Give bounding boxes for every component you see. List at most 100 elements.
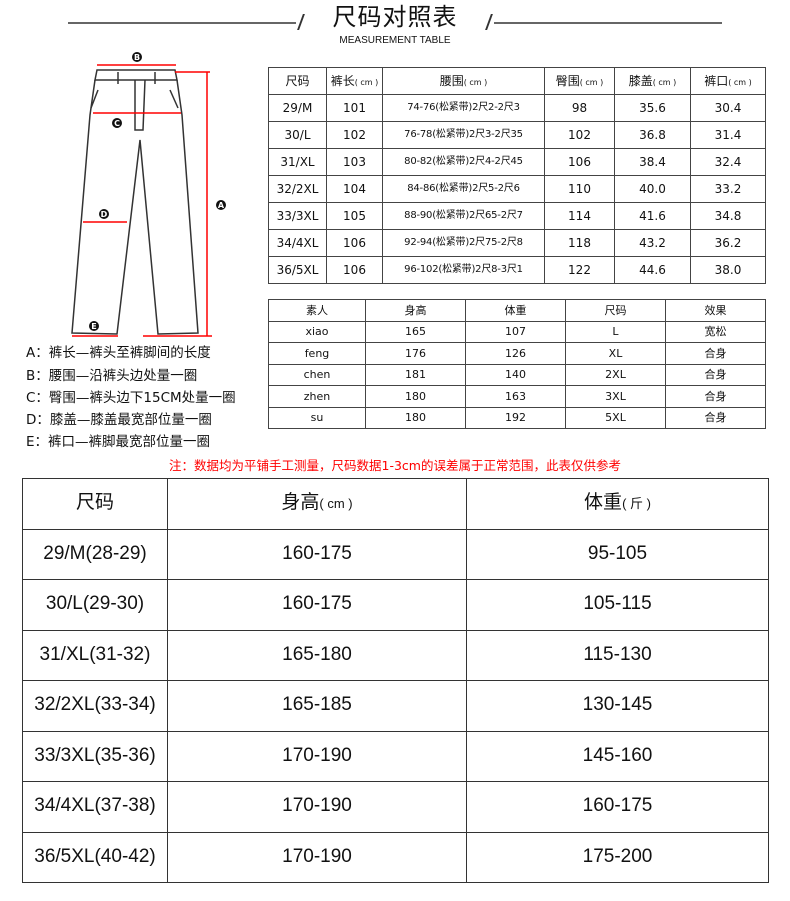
table-cell: 181 [365, 363, 466, 386]
legend-e: E：裤口—裤脚最宽部位量一圈 [26, 434, 211, 450]
table-cell: 35.6 [614, 94, 691, 122]
table-cell: 合身 [665, 363, 766, 386]
legend-c: C：臀围—裤头边下15CM处量一圈 [26, 390, 236, 406]
table-cell: 31.4 [690, 121, 766, 149]
header-label: 体重 [584, 492, 623, 514]
header-label: 体重 [504, 303, 527, 317]
header-label: 效果 [704, 303, 727, 317]
column-header: 裤长( cm ) [326, 67, 383, 95]
pants-outline-icon [71, 69, 199, 335]
column-header: 臀围( cm ) [544, 67, 615, 95]
table-cell: 5XL [565, 406, 666, 429]
table-cell: 30.4 [690, 94, 766, 122]
table-row: xiao 165 107 L 宽松 [268, 320, 766, 343]
table-cell: 115-130 [466, 629, 769, 681]
table-cell: 103 [326, 148, 383, 176]
table-cell: 170-190 [167, 730, 467, 782]
column-header: 膝盖( cm ) [614, 67, 691, 95]
table-cell: 106 [326, 256, 383, 284]
column-header: 效果 [665, 299, 766, 322]
table-row: 36/5XL(40-42) 170-190 175-200 [22, 831, 769, 883]
table-cell: 33/3XL [268, 202, 327, 230]
table-cell: 140 [465, 363, 566, 386]
table-cell: xiao [268, 320, 366, 343]
page-subtitle: MEASUREMENT TABLE [339, 35, 451, 46]
table-cell: 165-185 [167, 680, 467, 732]
marker-d-icon: D [99, 209, 109, 219]
title-rule-left [68, 22, 296, 24]
table-cell: 3XL [565, 385, 666, 408]
table-cell: 合身 [665, 342, 766, 365]
table-cell: L [565, 320, 666, 343]
table-cell: 41.6 [614, 202, 691, 230]
table-cell: 165 [365, 320, 466, 343]
table-cell: 145-160 [466, 730, 769, 782]
table-cell: 102 [326, 121, 383, 149]
measure-lines [72, 64, 212, 337]
header-label: 臀围 [555, 73, 580, 88]
table-cell: 74-76(松紧带)2尺2-2尺3 [382, 94, 545, 122]
column-header: 身高 [365, 299, 466, 322]
table-cell: zhen [268, 385, 366, 408]
svg-text:B: B [134, 53, 140, 62]
title-rule-right [494, 22, 722, 24]
table-header-row: 素人 身高 体重 尺码 效果 [268, 299, 766, 322]
header-unit: ( cm ) [579, 77, 604, 87]
table-row: 30/L 102 76-78(松紧带)2尺3-2尺35 102 36.8 31.4 [268, 121, 766, 149]
table-cell: 170-190 [167, 831, 467, 883]
column-header: 尺码 [22, 478, 168, 530]
table-cell: 32/2XL(33-34) [22, 680, 168, 732]
svg-text:E: E [91, 322, 96, 331]
table-header-row: 尺码 身高( cm ) 体重( 斤 ) [22, 478, 769, 530]
column-header: 体重( 斤 ) [466, 478, 769, 530]
table-cell: 122 [544, 256, 615, 284]
table-cell: 107 [465, 320, 566, 343]
header-label: 尺码 [604, 303, 627, 317]
table-cell: feng [268, 342, 366, 365]
table-cell: 36.2 [690, 229, 766, 257]
table-cell: 92-94(松紧带)2尺75-2尺8 [382, 229, 545, 257]
table-cell: 98 [544, 94, 615, 122]
table-row: 34/4XL(37-38) 170-190 160-175 [22, 781, 769, 833]
table-cell: 30/L(29-30) [22, 579, 168, 631]
table-cell: 102 [544, 121, 615, 149]
table-cell: 38.4 [614, 148, 691, 176]
table-cell: 180 [365, 385, 466, 408]
table-cell: 114 [544, 202, 615, 230]
table-cell: 43.2 [614, 229, 691, 257]
header-label: 身高 [281, 492, 320, 514]
table-cell: 160-175 [466, 781, 769, 833]
table-cell: 31/XL(31-32) [22, 629, 168, 681]
header-label: 腰围 [439, 73, 464, 88]
page-title: 尺码对照表 [332, 3, 458, 31]
table-cell: 合身 [665, 406, 766, 429]
column-header: 腰围( cm ) [382, 67, 545, 95]
header-unit: ( cm ) [319, 496, 353, 512]
table-cell: 160-175 [167, 579, 467, 631]
table-cell: 33/3XL(35-36) [22, 730, 168, 782]
table-row: 33/3XL(35-36) 170-190 145-160 [22, 730, 769, 782]
header-label: 裤长 [330, 73, 355, 88]
column-header: 裤口( cm ) [690, 67, 766, 95]
header-unit: ( cm ) [652, 77, 677, 87]
header-label: 膝盖 [628, 73, 653, 88]
table-cell: 88-90(松紧带)2尺65-2尺7 [382, 202, 545, 230]
header-unit: ( cm ) [728, 77, 752, 87]
marker-b-icon: B [132, 52, 142, 62]
table-cell: 29/M [268, 94, 327, 122]
svg-text:C: C [114, 119, 120, 128]
table-cell: 合身 [665, 385, 766, 408]
svg-text:A: A [218, 201, 225, 210]
table-row: chen 181 140 2XL 合身 [268, 363, 766, 386]
table-cell: 95-105 [466, 528, 769, 580]
table-cell: 101 [326, 94, 383, 122]
table-cell: 76-78(松紧带)2尺3-2尺35 [382, 121, 545, 149]
table-cell: 34/4XL(37-38) [22, 781, 168, 833]
table-cell: 36/5XL(40-42) [22, 831, 168, 883]
table-row: 32/2XL 104 84-86(松紧带)2尺5-2尺6 110 40.0 33.2 [268, 175, 766, 203]
table-row: su 180 192 5XL 合身 [268, 406, 766, 429]
table-cell: chen [268, 363, 366, 386]
column-header: 尺码 [268, 67, 327, 95]
table-cell: 163 [465, 385, 566, 408]
header-unit: ( cm ) [463, 77, 488, 87]
